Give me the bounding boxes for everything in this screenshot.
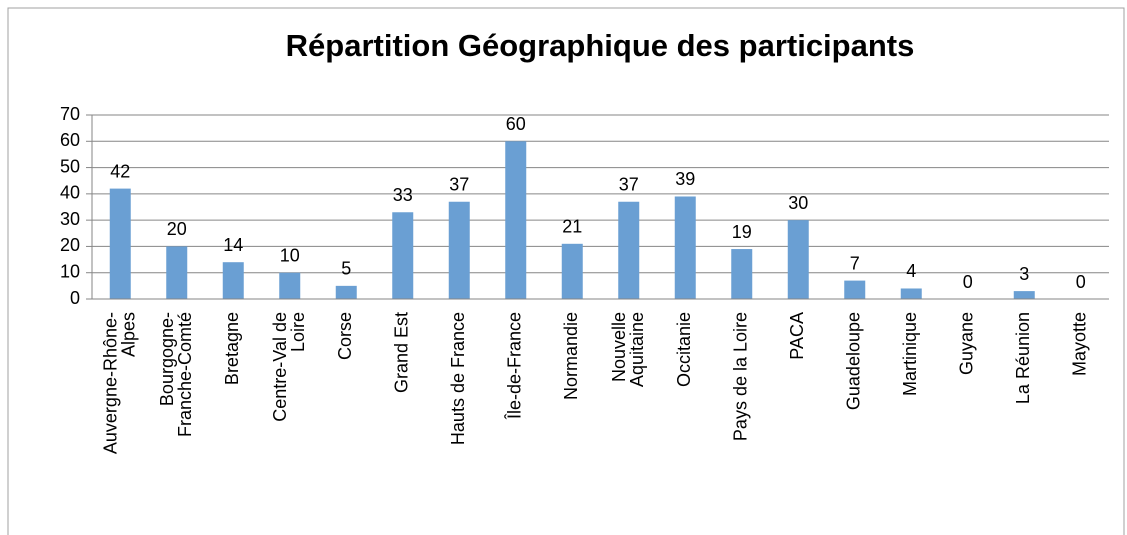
y-tick-label: 40	[60, 183, 80, 203]
x-tick-label: Guadeloupe	[844, 312, 864, 410]
chart-border	[7, 7, 1125, 535]
x-tick-label: Île-de-France	[505, 312, 525, 420]
bar	[618, 201, 640, 299]
x-tick-label: Centre-Val deLoire	[270, 312, 308, 422]
bar	[900, 288, 922, 299]
data-label: 20	[167, 219, 187, 239]
bar	[335, 285, 357, 299]
x-tick-label: Hauts de France	[448, 312, 468, 445]
bar	[561, 243, 583, 299]
data-label: 14	[223, 235, 243, 255]
y-tick-label: 10	[60, 261, 80, 281]
chart-title: Répartition Géographique des participant…	[286, 28, 915, 63]
data-label: 0	[963, 272, 973, 292]
data-label: 37	[619, 174, 639, 194]
bar	[731, 249, 753, 299]
bar	[505, 141, 527, 299]
data-label: 21	[562, 217, 582, 237]
x-tick-label: Guyane	[957, 312, 977, 375]
data-label: 5	[341, 259, 351, 279]
bar	[392, 212, 414, 299]
bar	[109, 188, 131, 299]
bar	[166, 246, 188, 299]
x-tick-label: Bretagne	[222, 312, 242, 385]
data-label: 33	[393, 185, 413, 205]
x-tick-label: NouvelleAquitaine	[609, 312, 647, 387]
bar	[448, 201, 470, 299]
x-tick-label: Martinique	[900, 312, 920, 396]
x-tick-label: La Réunion	[1013, 312, 1033, 404]
x-tick-label: Occitanie	[674, 312, 694, 387]
bar	[222, 262, 244, 299]
x-tick-label: Grand Est	[392, 312, 412, 393]
bar	[844, 280, 866, 299]
data-label: 37	[449, 174, 469, 194]
data-label: 19	[732, 222, 752, 242]
data-label: 4	[906, 261, 916, 281]
y-tick-label: 0	[70, 288, 80, 308]
bar	[787, 220, 809, 299]
x-tick-label: Auvergne-Rhône-Alpes	[100, 312, 138, 454]
data-label: 7	[850, 253, 860, 273]
bar	[1013, 291, 1035, 299]
data-label: 10	[280, 245, 300, 265]
y-tick-label: 20	[60, 235, 80, 255]
y-tick-label: 50	[60, 156, 80, 176]
bar	[674, 196, 696, 299]
x-tick-label: Normandie	[561, 312, 581, 400]
y-tick-label: 30	[60, 209, 80, 229]
data-label: 60	[506, 114, 526, 134]
data-label: 0	[1076, 272, 1086, 292]
x-tick-label: Bourgogne-Franche-Comté	[157, 312, 195, 437]
x-tick-label: Corse	[335, 312, 355, 360]
data-label: 42	[110, 161, 130, 181]
y-tick-label: 70	[60, 104, 80, 124]
data-label: 3	[1019, 264, 1029, 284]
x-tick-label: PACA	[787, 312, 807, 360]
data-label: 39	[675, 169, 695, 189]
x-tick-label: Pays de la Loire	[731, 312, 751, 441]
x-tick-label: Mayotte	[1070, 312, 1090, 376]
y-tick-label: 60	[60, 130, 80, 150]
data-label: 30	[788, 193, 808, 213]
bar	[279, 272, 301, 299]
